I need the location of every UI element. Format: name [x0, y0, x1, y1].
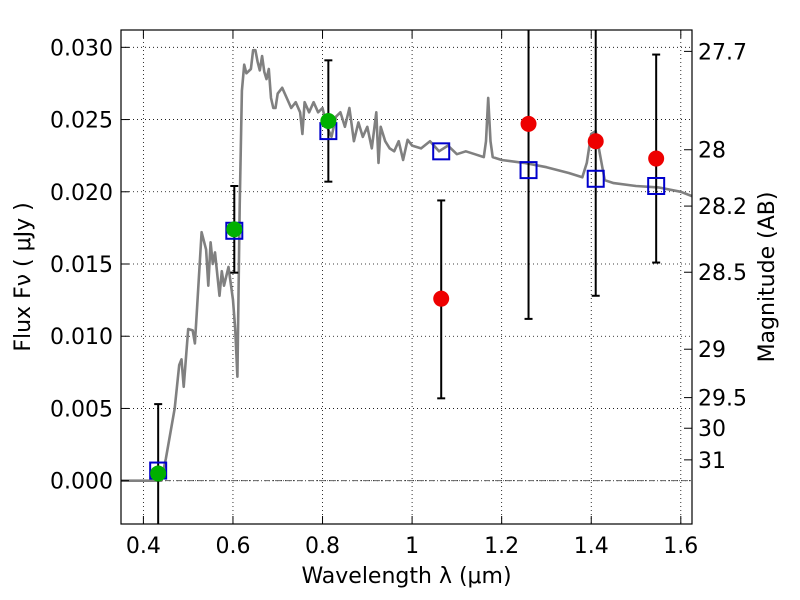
magnitude-tick-label: 31: [698, 449, 726, 474]
model-square: [647, 177, 666, 195]
y-tick-label: 0.020: [50, 181, 113, 206]
magnitude-tick-label: 27.7: [698, 40, 747, 65]
magnitude-tick-label: 29.5: [698, 387, 747, 412]
y-tick-label: 0.005: [50, 397, 113, 422]
y-tick-label: 0.030: [50, 36, 113, 61]
y-axis-left: 0.000 0.005 0.010 0.015 0.020 0.025 0.030: [50, 36, 129, 495]
model-square: [432, 142, 451, 161]
detected-point: [226, 221, 243, 238]
detected-point: [320, 113, 337, 129]
magnitude-tick-label: 30: [698, 417, 726, 442]
x-tick-label: 1: [405, 534, 419, 559]
y-axis-title: Flux Fν ( μJy ): [11, 202, 36, 351]
magnitude-tick-label: 28.2: [698, 195, 747, 220]
measurement-points: [150, 113, 665, 482]
error-bars: [154, 30, 661, 524]
x-tick-label: 0.6: [215, 534, 250, 559]
x-tick-label: 1.6: [663, 534, 698, 559]
magnitude-tick-label: 28.5: [698, 261, 747, 286]
upper-limit-point: [587, 133, 604, 150]
y-tick-label: 0.015: [50, 253, 113, 278]
y-tick-label: 0.000: [50, 470, 113, 495]
magnitude-tick-label: 28: [698, 139, 726, 164]
plot-area: [121, 30, 693, 524]
y-axis-right-title: Magnitude (AB): [755, 192, 780, 363]
x-axis: 0.4 0.6 0.8 1 1.2 1.4 1.6: [126, 30, 698, 559]
y-tick-label: 0.025: [50, 109, 113, 134]
detected-point: [150, 465, 167, 482]
y-tick-label: 0.010: [50, 325, 113, 350]
upper-limit-point: [520, 115, 537, 132]
model-square: [586, 169, 605, 188]
x-tick-label: 1.2: [484, 534, 519, 559]
x-axis-title: Wavelength λ (μm): [301, 564, 511, 589]
upper-limit-point: [433, 290, 450, 307]
spectrum-line: [121, 48, 693, 483]
model-square: [519, 161, 538, 180]
upper-limit-point: [648, 150, 665, 167]
x-tick-label: 1.4: [574, 534, 609, 559]
plot-frame: [120, 29, 693, 525]
model-points: [149, 122, 666, 480]
y-axis-right: 27.7 28 28.2 28.5 29 29.5 30 31: [684, 40, 747, 474]
x-tick-label: 0.4: [126, 534, 161, 559]
x-tick-label: 0.8: [305, 534, 340, 559]
magnitude-tick-label: 29: [698, 338, 726, 363]
